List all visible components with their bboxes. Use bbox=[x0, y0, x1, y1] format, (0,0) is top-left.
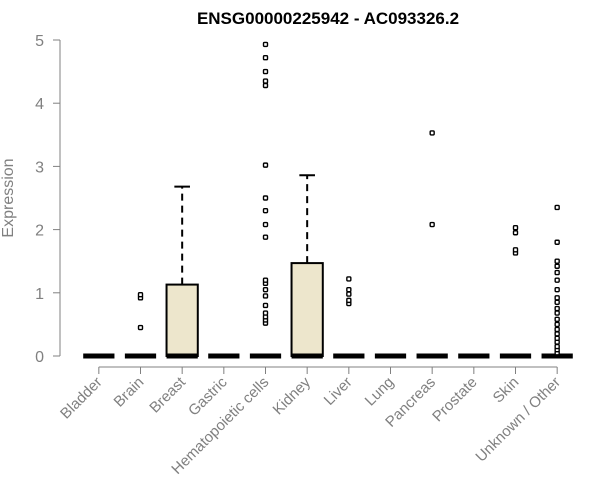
y-tick-label: 4 bbox=[35, 96, 44, 113]
outlier-point bbox=[262, 277, 269, 283]
x-tick-label: Liver bbox=[321, 374, 356, 409]
outlier-point bbox=[554, 310, 560, 316]
y-axis: 0 1 2 3 4 5 bbox=[35, 33, 61, 366]
outlier-point bbox=[262, 293, 269, 299]
outlier-point bbox=[554, 305, 560, 312]
box-iqr bbox=[290, 262, 324, 358]
y-axis-label: Expression bbox=[0, 158, 17, 237]
y-tick-label: 3 bbox=[35, 159, 44, 176]
x-tick-label: Prostate bbox=[429, 374, 481, 426]
outlier-point bbox=[554, 343, 560, 350]
outlier-point bbox=[554, 335, 560, 342]
box-group bbox=[124, 291, 157, 359]
y-tick-label: 1 bbox=[35, 286, 44, 303]
boxes-layer bbox=[83, 41, 573, 359]
outlier-point bbox=[554, 258, 560, 264]
outlier-point bbox=[262, 82, 269, 89]
outlier-point bbox=[262, 310, 269, 316]
outlier-point bbox=[512, 225, 519, 231]
box-group bbox=[416, 130, 448, 359]
y-tick-label: 2 bbox=[35, 223, 44, 240]
outlier-point bbox=[554, 316, 560, 323]
x-tick-label: Brain bbox=[111, 374, 148, 411]
outlier-point bbox=[554, 263, 560, 269]
outlier-point bbox=[262, 207, 269, 214]
outlier-point bbox=[554, 321, 560, 328]
outlier-point bbox=[262, 78, 269, 84]
outlier-point bbox=[137, 324, 144, 331]
outlier-point bbox=[512, 247, 519, 253]
chart-title: ENSG00000225942 - AC093326.2 bbox=[197, 9, 459, 28]
outlier-point bbox=[554, 286, 560, 293]
outlier-point bbox=[262, 234, 269, 240]
outlier-point bbox=[346, 286, 352, 293]
outlier-point bbox=[554, 277, 560, 283]
outlier-point bbox=[262, 68, 269, 75]
outlier-point bbox=[429, 130, 435, 136]
outlier-point bbox=[346, 276, 352, 282]
y-tick-label: 0 bbox=[35, 349, 44, 366]
y-tick-label: 5 bbox=[35, 33, 44, 50]
outlier-point bbox=[554, 269, 560, 276]
outlier-point bbox=[512, 230, 519, 236]
outlier-point bbox=[554, 331, 560, 337]
x-tick-label: Skin bbox=[490, 374, 523, 407]
outlier-point bbox=[262, 286, 269, 293]
box-group bbox=[333, 276, 365, 359]
outlier-point bbox=[262, 41, 269, 48]
outlier-point bbox=[262, 195, 269, 201]
outlier-point bbox=[262, 221, 269, 228]
outlier-point bbox=[554, 239, 560, 245]
x-tick-label: Breast bbox=[146, 373, 189, 416]
outlier-point bbox=[262, 302, 269, 309]
outlier-point bbox=[554, 326, 560, 333]
box-group bbox=[165, 185, 199, 359]
box-group bbox=[290, 174, 324, 359]
outlier-point bbox=[429, 221, 435, 228]
outlier-point bbox=[554, 299, 560, 305]
x-tick-label: Bladder bbox=[57, 374, 106, 423]
outlier-point bbox=[262, 162, 269, 168]
outlier-point bbox=[262, 54, 269, 61]
outlier-point bbox=[554, 295, 560, 301]
x-tick-label: Kidney bbox=[270, 373, 315, 418]
box-group bbox=[541, 204, 573, 359]
outlier-point bbox=[137, 291, 144, 298]
box-group bbox=[249, 41, 282, 359]
outlier-point bbox=[554, 204, 560, 211]
box-group bbox=[499, 225, 532, 359]
x-tick-label: Lung bbox=[362, 374, 398, 410]
outlier-point bbox=[346, 297, 352, 304]
outlier-point bbox=[346, 291, 352, 297]
box-iqr bbox=[165, 283, 199, 358]
